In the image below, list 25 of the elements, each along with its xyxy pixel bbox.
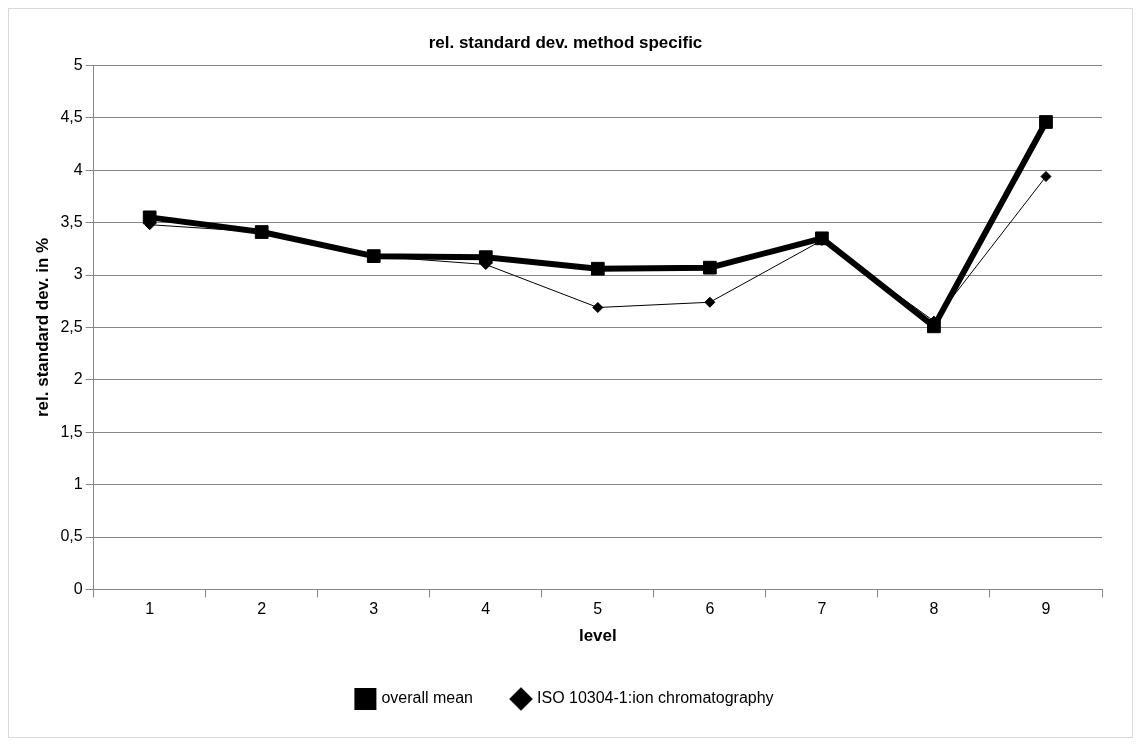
x-tick-label: 8 (929, 600, 939, 618)
y-tick-label: 4 (73, 160, 83, 178)
y-tick-label: 3 (73, 265, 83, 283)
legend-label: overall mean (381, 689, 474, 707)
x-tick-label: 2 (257, 600, 267, 618)
y-tick-label: 0,5 (60, 527, 83, 545)
legend-label: ISO 10304-1:ion chromatography (537, 689, 774, 707)
y-tick-label: 5 (73, 55, 83, 73)
x-tick-label: 9 (1041, 600, 1051, 618)
x-axis-title: level (578, 626, 617, 646)
y-tick-label: 1,5 (60, 422, 83, 440)
x-tick-label: 5 (593, 600, 603, 618)
y-tick-label: 0 (73, 579, 83, 597)
y-tick-label: 2,5 (60, 317, 83, 335)
y-tick-label: 2 (73, 370, 83, 388)
y-tick-label: 3,5 (60, 213, 83, 231)
x-tick-label: 1 (145, 600, 155, 618)
y-tick-label: 4,5 (60, 108, 83, 126)
x-tick-label: 6 (705, 600, 715, 618)
chart-title: rel. standard dev. method specific (428, 32, 703, 52)
x-tick-label: 7 (817, 600, 827, 618)
y-axis-title: rel. standard dev. in % (32, 237, 52, 417)
y-tick-label: 1 (73, 475, 83, 493)
x-tick-label: 3 (369, 600, 379, 618)
x-tick-label: 4 (481, 600, 491, 618)
